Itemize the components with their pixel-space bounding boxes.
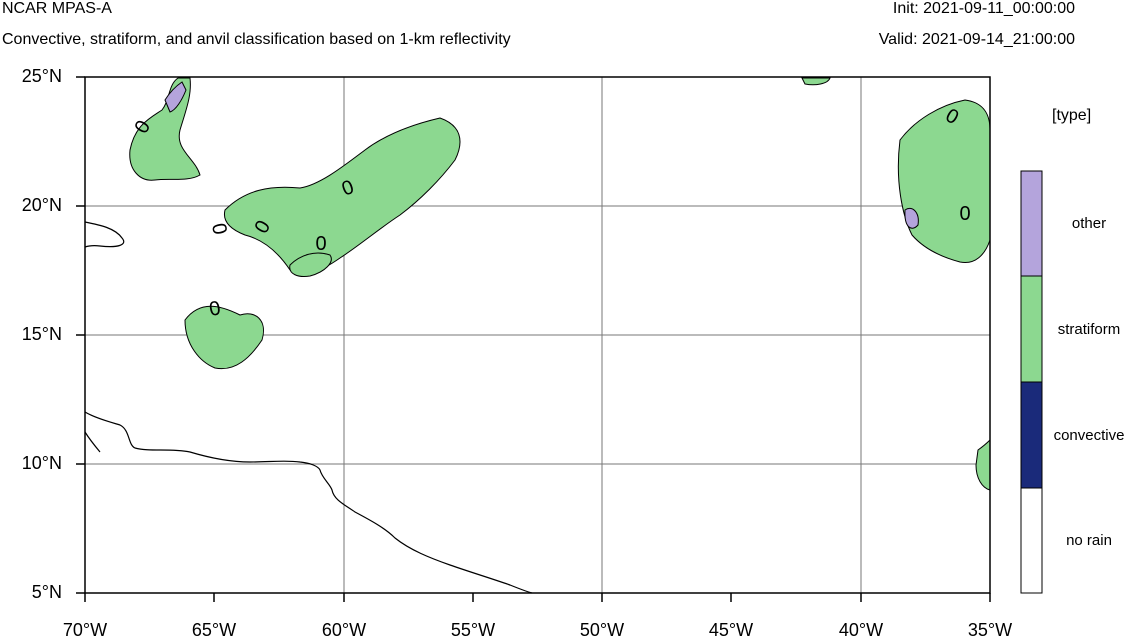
- lat-label: 25°N: [21, 66, 62, 86]
- contour-label: 0: [959, 203, 970, 225]
- lat-label: 20°N: [21, 195, 62, 215]
- lat-label: 5°N: [31, 582, 62, 602]
- lon-label: 40°W: [838, 620, 884, 640]
- lon-label: 35°W: [967, 620, 1013, 640]
- axis-ticks: [76, 76, 991, 602]
- valid-time: Valid: 2021-09-14_21:00:00: [878, 31, 1075, 48]
- lat-label: 15°N: [21, 324, 62, 344]
- precip-field: [129, 77, 991, 491]
- legend-title: [type]: [1052, 107, 1092, 124]
- plot-subtitle: Convective, stratiform, and anvil classi…: [2, 31, 511, 48]
- coastlines: [84, 221, 533, 594]
- contour-label: 0: [315, 233, 326, 255]
- legend-label-convective: convective: [1053, 427, 1125, 444]
- lon-label: 55°W: [450, 620, 496, 640]
- legend-colorbar: [1020, 170, 1043, 594]
- lon-label: 45°W: [708, 620, 754, 640]
- lat-label: 10°N: [21, 453, 62, 473]
- contour-label: 0: [208, 297, 223, 321]
- lon-label: 70°W: [62, 620, 108, 640]
- legend-label-no-rain: no rain: [1066, 532, 1112, 549]
- lon-label: 50°W: [579, 620, 625, 640]
- contour-label: 0: [207, 222, 231, 237]
- init-time: Init: 2021-09-11_00:00:00: [892, 0, 1075, 17]
- legend-swatch-no-rain: [1020, 487, 1043, 594]
- lon-label: 60°W: [321, 620, 367, 640]
- legend-label-stratiform: stratiform: [1057, 321, 1121, 338]
- lon-label: 65°W: [191, 620, 237, 640]
- plot-title: NCAR MPAS-A: [2, 0, 112, 17]
- legend-label-other: other: [1071, 215, 1107, 232]
